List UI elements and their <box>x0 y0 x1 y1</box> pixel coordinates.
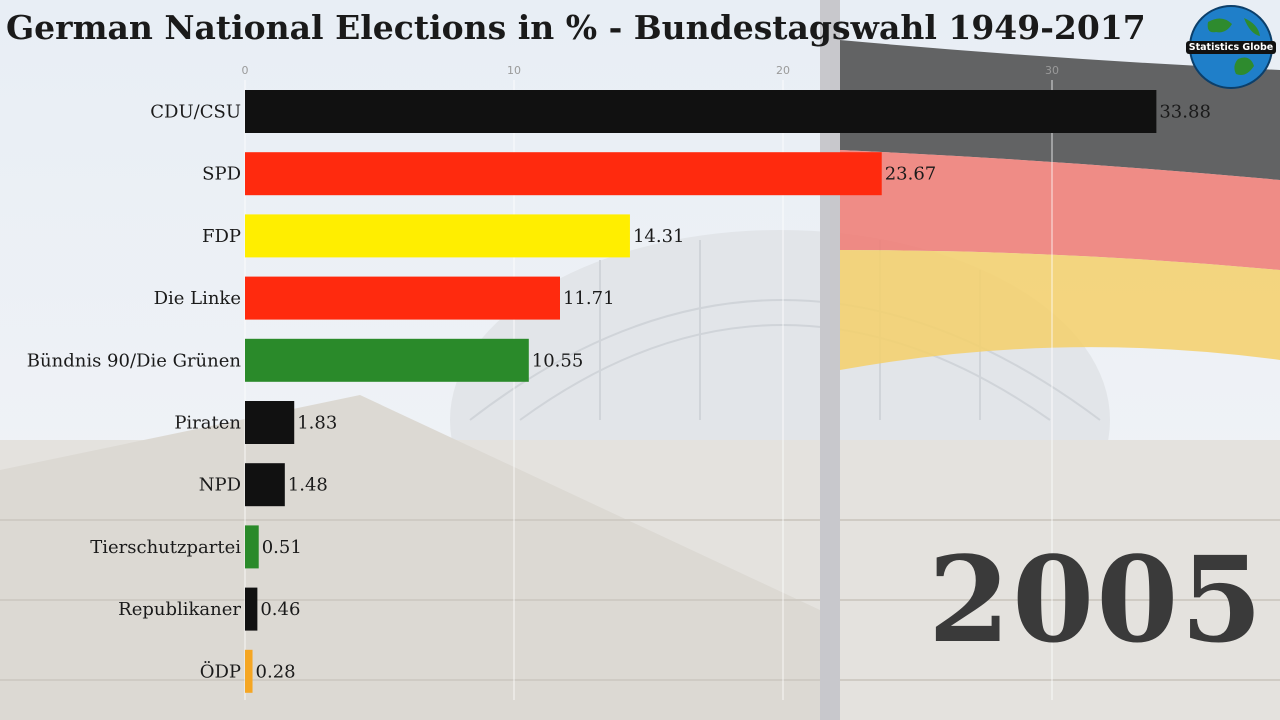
value-label: 33.88 <box>1159 102 1211 123</box>
value-label: 1.48 <box>288 475 328 496</box>
bar <box>245 152 882 196</box>
bar <box>245 463 285 507</box>
bar <box>245 214 630 258</box>
bar <box>245 276 560 320</box>
bar <box>245 525 259 569</box>
value-label: 1.83 <box>297 413 337 434</box>
category-label: CDU/CSU <box>150 102 241 123</box>
value-label: 23.67 <box>885 164 937 185</box>
x-tick-label: 30 <box>1045 64 1059 77</box>
category-label: Bündnis 90/Die Grünen <box>27 350 242 371</box>
category-label: ÖDP <box>200 659 241 682</box>
value-label: 0.46 <box>260 599 300 620</box>
x-tick-label: 10 <box>507 64 521 77</box>
category-label: NPD <box>199 475 241 496</box>
x-tick-label: 0 <box>242 64 249 77</box>
value-label: 10.55 <box>532 350 584 371</box>
logo-label: Statistics Globe <box>1186 41 1276 54</box>
category-label: Die Linke <box>154 288 241 309</box>
category-label: Republikaner <box>118 599 241 620</box>
value-label: 0.51 <box>262 537 302 558</box>
value-label: 14.31 <box>633 226 685 247</box>
bar <box>245 649 253 693</box>
value-label: 0.28 <box>256 661 296 682</box>
bar <box>245 90 1157 133</box>
value-label: 11.71 <box>563 288 615 309</box>
category-label: Piraten <box>174 413 241 434</box>
category-label: SPD <box>202 164 241 185</box>
category-label: FDP <box>202 226 241 247</box>
bar <box>245 338 529 382</box>
bar <box>245 587 258 631</box>
x-tick-label: 20 <box>776 64 790 77</box>
chart-title: German National Elections in % - Bundest… <box>6 8 1146 47</box>
year-label: 2005 <box>928 530 1265 669</box>
bar <box>245 401 295 444</box>
category-label: Tierschutzpartei <box>90 537 241 558</box>
